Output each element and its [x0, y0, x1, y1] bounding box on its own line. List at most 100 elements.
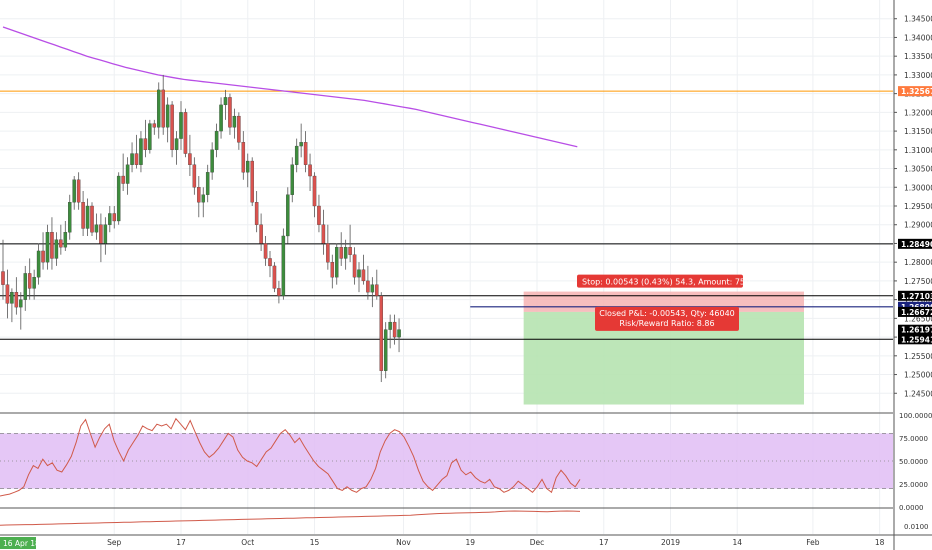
candle [99, 213, 103, 263]
price-tick-label: 1.33000 [904, 71, 932, 80]
candle-up [370, 284, 375, 293]
candle-down [90, 205, 94, 233]
candle-up [148, 123, 152, 150]
candle-up [19, 299, 23, 308]
pnl-label-box [595, 306, 739, 331]
candle [245, 153, 250, 188]
candle [375, 269, 379, 300]
candle [76, 172, 81, 210]
candle-down [317, 205, 321, 225]
candle-down [263, 243, 268, 259]
price-tick-label: 1.31000 [904, 146, 932, 155]
price-marker[interactable] [898, 290, 932, 301]
candle-down [59, 239, 63, 248]
candle [214, 123, 219, 158]
candle [312, 172, 317, 218]
candle-up [245, 160, 250, 173]
candle [259, 213, 263, 251]
candle [272, 262, 277, 293]
cursor-date-label: 16 Apr 18 [3, 539, 40, 548]
candle [23, 265, 27, 311]
candle-down [241, 142, 246, 173]
candle [152, 119, 157, 135]
indicator-tick-label: 0.0100 [904, 523, 929, 531]
candle [10, 288, 14, 323]
candle-down [259, 224, 263, 244]
candle [205, 164, 210, 203]
pnl-label: Closed P&L: -0.00543, Qty: 46040 [599, 309, 735, 318]
candle [383, 322, 388, 379]
price-marker[interactable] [898, 334, 932, 345]
candle-up [116, 175, 121, 222]
candle [54, 232, 59, 266]
price-marker-label: 1.32567 [901, 87, 932, 96]
time-tick-label: Sep [107, 538, 121, 547]
price-marker[interactable] [898, 324, 932, 335]
candle-down [352, 254, 357, 278]
candle-up [72, 179, 76, 203]
rsi-tick-label: 75.0000 [899, 435, 928, 443]
candle-up [125, 164, 130, 184]
candle [268, 250, 272, 278]
candle-up [343, 247, 348, 259]
candle-up [94, 224, 99, 233]
price-marker-label: 1.28490 [901, 240, 932, 249]
rsi-tick-label: 25.0000 [899, 481, 928, 489]
candle-up [32, 277, 36, 289]
candle [348, 224, 352, 263]
time-tick-label: Feb [806, 538, 820, 547]
time-tick-label: 17 [176, 538, 186, 547]
candle-up [294, 145, 299, 165]
candle [143, 119, 148, 158]
candle-up [219, 104, 223, 132]
candle [161, 74, 165, 135]
candle-down [312, 175, 317, 207]
candle [392, 314, 397, 345]
candle-up [179, 112, 183, 139]
candle [130, 142, 134, 173]
candle-down [379, 295, 383, 371]
candle-down [41, 250, 45, 263]
candle-down [237, 115, 241, 143]
candle [19, 292, 23, 330]
price-tick-label: 1.30000 [904, 183, 932, 192]
risk-reward-label: Risk/Reward Ratio: 8.86 [619, 319, 714, 328]
price-tick-label: 1.34000 [904, 33, 932, 42]
candle [299, 123, 303, 158]
candle-up [156, 89, 161, 128]
candle-up [63, 232, 68, 248]
price-marker[interactable] [898, 238, 932, 249]
time-axis[interactable]: Sep 17 Oct 15 Nov 19 Dec 17 2019 14 Feb 18 16 Apr 18 [0, 537, 885, 549]
candle-down [197, 187, 201, 203]
moving-average [2, 26, 578, 148]
time-tick-label: 2019 [661, 538, 680, 547]
time-tick-label: 18 [875, 538, 885, 547]
candle [223, 89, 228, 120]
price-tick-label: 1.31500 [904, 127, 932, 136]
candle [388, 314, 392, 349]
horizontal-lines[interactable] [0, 90, 893, 340]
price-marker-label: 1.25941 [901, 335, 932, 344]
candle-down [134, 153, 139, 165]
price-tick-label: 1.30500 [904, 165, 932, 174]
candle [32, 269, 36, 300]
price-axis[interactable]: 1.345001.340001.335001.330001.325001.320… [894, 15, 932, 531]
candle-up [232, 115, 237, 128]
time-tick-label: 15 [310, 538, 320, 547]
price-marker[interactable] [898, 306, 932, 317]
candle [121, 153, 125, 192]
candle-down [121, 175, 125, 184]
price-marker[interactable] [898, 86, 932, 97]
position-labels: Stop: 0.00543 (0.43%) 54.3, Amount: 750 C… [577, 274, 750, 331]
candle [188, 134, 192, 177]
candle-up [68, 202, 72, 233]
candle [170, 101, 174, 158]
candle-up [130, 153, 134, 165]
price-marker[interactable] [898, 301, 932, 312]
candle [303, 131, 308, 173]
candle-down [81, 202, 85, 229]
candle [370, 277, 375, 308]
candle-up [139, 138, 143, 165]
